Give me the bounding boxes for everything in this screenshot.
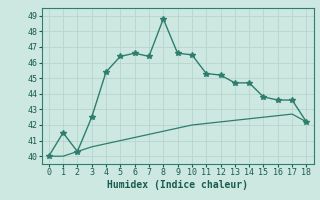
X-axis label: Humidex (Indice chaleur): Humidex (Indice chaleur)	[107, 180, 248, 190]
